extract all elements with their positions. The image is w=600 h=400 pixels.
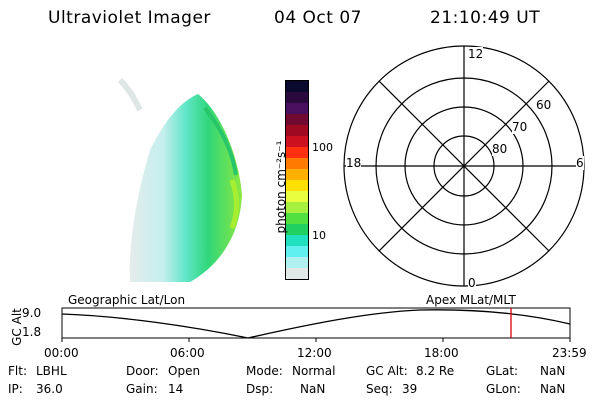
glat-label: GLat: xyxy=(486,364,519,378)
door-label: Door: xyxy=(126,364,159,378)
dsp-value: NaN xyxy=(300,382,326,396)
mode-label: Mode: xyxy=(246,364,283,378)
colorbar-segment xyxy=(286,136,308,148)
gain-label: Gain: xyxy=(126,382,158,396)
x-tick-1800: 18:00 xyxy=(424,346,459,360)
seq-value: 39 xyxy=(402,382,418,396)
x-tick-0000: 00:00 xyxy=(44,346,79,360)
colorbar-tick-100: 100 xyxy=(312,141,333,154)
colorbar-segment xyxy=(286,125,308,137)
door-value: Open xyxy=(168,364,201,378)
timeline-y-tick-max: 9.0 xyxy=(22,306,42,320)
mlt-label-0: 0 xyxy=(468,276,476,290)
colorbar-segment xyxy=(286,213,308,225)
colorbar-segment xyxy=(286,224,308,236)
timeline-y-tick-min: 1.8 xyxy=(22,325,42,339)
colorbar-segment xyxy=(286,158,308,170)
x-tick-2359: 23:59 xyxy=(552,346,587,360)
lat-label-80: 80 xyxy=(492,142,508,156)
x-tick-0600: 06:00 xyxy=(170,346,205,360)
filter-label: Flt: xyxy=(8,364,27,378)
mlt-label-6: 6 xyxy=(576,156,584,170)
colorbar-segment xyxy=(286,81,308,93)
timeline-right-label: Apex MLat/MLT xyxy=(426,293,516,307)
colorbar-segment xyxy=(286,202,308,214)
glon-value: NaN xyxy=(540,382,566,396)
gcalt-value: 8.2 Re xyxy=(416,364,455,378)
instrument-title: Ultraviolet Imager xyxy=(48,8,211,28)
colorbar-segment xyxy=(286,257,308,269)
time-label: 21:10:49 UT xyxy=(430,8,541,28)
colorbar-segment xyxy=(286,103,308,115)
seq-label: Seq: xyxy=(366,382,393,396)
timeline-left-label: Geographic Lat/Lon xyxy=(68,293,186,307)
colorbar-segment xyxy=(286,246,308,258)
ip-label: IP: xyxy=(8,382,23,396)
glat-value: NaN xyxy=(540,364,566,378)
colorbar-segment xyxy=(286,114,308,126)
mlt-label-12: 12 xyxy=(468,47,484,61)
colorbar-segment xyxy=(286,92,308,104)
colorbar-segment xyxy=(286,268,308,279)
lat-label-60: 60 xyxy=(536,98,552,112)
gain-value: 14 xyxy=(168,382,184,396)
date-label: 04 Oct 07 xyxy=(274,8,362,28)
mlt-label-18: 18 xyxy=(346,156,362,170)
ip-value: 36.0 xyxy=(36,382,63,396)
colorbar-tick-10: 10 xyxy=(312,229,326,242)
colorbar xyxy=(285,80,309,280)
dsp-label: Dsp: xyxy=(246,382,274,396)
lat-label-70: 70 xyxy=(512,120,528,134)
colorbar-segment xyxy=(286,235,308,247)
mode-value: Normal xyxy=(292,364,336,378)
colorbar-segment xyxy=(286,191,308,203)
filter-value: LBHL xyxy=(36,364,67,378)
glon-label: GLon: xyxy=(486,382,521,396)
gcalt-label: GC Alt: xyxy=(366,364,408,378)
colorbar-segment xyxy=(286,169,308,181)
colorbar-segment xyxy=(286,180,308,192)
x-tick-1200: 12:00 xyxy=(297,346,332,360)
colorbar-segment xyxy=(286,147,308,159)
